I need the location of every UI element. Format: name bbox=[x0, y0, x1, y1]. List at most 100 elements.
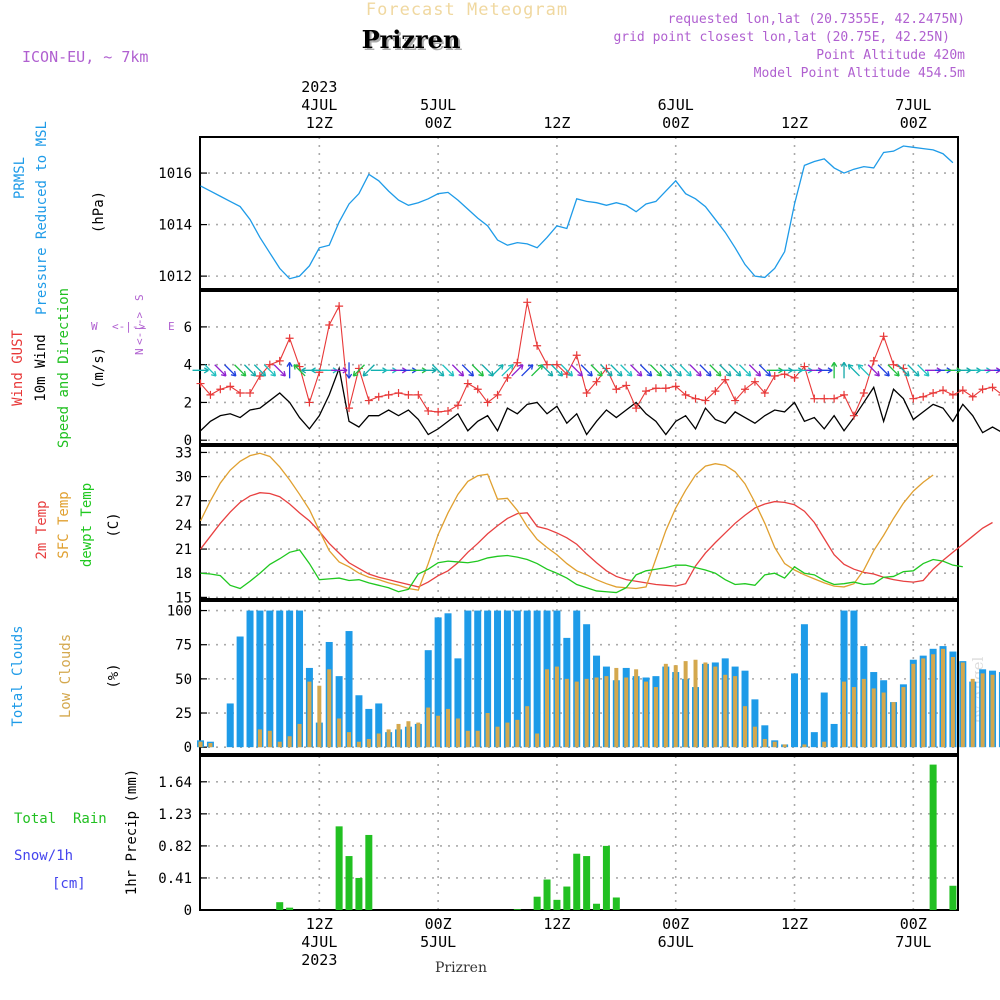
total-cloud-bar bbox=[345, 631, 353, 748]
pressure-ylabel: (hPa) bbox=[91, 191, 107, 233]
panel-2: 15 18 21 24 27 30 33 bbox=[175, 445, 993, 606]
wind-direction-arrow bbox=[669, 364, 682, 377]
pressure-label-line2: Pressure Reduced to MSL bbox=[34, 121, 50, 315]
total-cloud-bar bbox=[573, 610, 581, 748]
wind-direction-arrow bbox=[917, 364, 930, 377]
low-cloud-bar bbox=[317, 685, 322, 748]
wind-direction-arrow bbox=[877, 364, 890, 377]
location-title-main: Prizren bbox=[362, 25, 461, 54]
wind-ylabel: (m/s) bbox=[91, 347, 107, 389]
wind-gust-point bbox=[701, 396, 710, 405]
wind-direction-arrow bbox=[748, 364, 762, 377]
low-cloud-bar bbox=[327, 669, 332, 748]
wind-gust-point bbox=[394, 389, 403, 397]
wind-gust-point bbox=[810, 394, 819, 403]
low-cloud-bar bbox=[396, 723, 401, 748]
low-cloud-bar bbox=[436, 715, 441, 748]
compass-east: E bbox=[168, 320, 175, 333]
low-cloud-bar bbox=[545, 669, 550, 748]
wind-direction-arrow bbox=[699, 364, 712, 377]
low-cloud-bar bbox=[673, 665, 678, 748]
total-cloud-bar bbox=[494, 610, 502, 748]
wind-direction-arrow bbox=[659, 364, 673, 377]
wind-gust-point bbox=[711, 387, 720, 396]
total-cloud-bar bbox=[444, 613, 452, 748]
low-cloud-bar bbox=[733, 676, 738, 748]
wind-direction-arrow bbox=[192, 367, 209, 374]
rain-bar bbox=[553, 899, 561, 910]
y-tick-label: 1.23 bbox=[158, 807, 192, 823]
low-cloud-bar bbox=[713, 666, 718, 748]
y-tick-label: 33 bbox=[175, 445, 192, 461]
temp-ylabel: (C) bbox=[106, 512, 122, 537]
low-cloud-bar bbox=[970, 678, 975, 748]
low-cloud-bar bbox=[762, 738, 767, 748]
y-tick-label: 1012 bbox=[158, 269, 192, 285]
compass-west: W bbox=[91, 320, 98, 333]
wind-gust-point bbox=[958, 386, 967, 395]
low-cloud-bar bbox=[347, 732, 352, 748]
low-cloud-bar bbox=[822, 741, 827, 748]
low-cloud-bar bbox=[386, 729, 391, 748]
rain-bar bbox=[583, 856, 591, 910]
wind-direction-arrow bbox=[243, 364, 257, 377]
low-cloud-bar bbox=[683, 661, 688, 748]
time-label-bottom: 6JUL bbox=[658, 933, 694, 951]
wind-direction-arrow bbox=[263, 364, 277, 377]
wind-direction-arrow bbox=[639, 364, 653, 377]
wind-gust-point bbox=[473, 385, 482, 394]
dewpt-label: dewpt Temp bbox=[79, 483, 95, 567]
wind-direction-arrow bbox=[816, 367, 833, 374]
total-cloud-bar bbox=[464, 610, 472, 748]
wind-direction-arrow bbox=[352, 364, 365, 377]
rain-label: Total Rain bbox=[14, 811, 107, 827]
low-cloud-bar bbox=[861, 678, 866, 748]
wind-gust-point bbox=[919, 392, 928, 401]
time-label-bottom: 2023 bbox=[301, 951, 337, 969]
wind-gust-point bbox=[582, 389, 591, 397]
wind-direction-arrow bbox=[451, 364, 465, 377]
low-cloud-bar bbox=[465, 730, 470, 748]
low-cloud-bar bbox=[366, 738, 371, 748]
y-tick-label: 4 bbox=[184, 358, 192, 374]
rain-bar bbox=[543, 879, 551, 910]
low-cloud-bar bbox=[802, 744, 807, 748]
low-cloud-bar bbox=[337, 718, 342, 748]
y-tick-label: 1.64 bbox=[158, 775, 192, 791]
wind-direction-arrow bbox=[994, 369, 1000, 371]
low-cloud-bar bbox=[990, 674, 995, 748]
rain-bar bbox=[949, 885, 957, 910]
low-cloud-bar bbox=[950, 657, 955, 748]
wind-direction-arrow bbox=[253, 364, 267, 377]
temp2m-label: 2m Temp bbox=[34, 500, 50, 559]
total-cloud-bar bbox=[751, 699, 759, 748]
low-cloud-bar bbox=[723, 674, 728, 748]
low-cloud-bar bbox=[495, 726, 500, 748]
wind-direction-arrow bbox=[501, 364, 514, 377]
low-cloud-bar bbox=[574, 681, 579, 748]
rain-bar bbox=[533, 896, 541, 910]
wind-gust-point bbox=[800, 362, 809, 371]
info-line-1: requested lon,lat (20.7355E, 42.2475N) bbox=[668, 12, 965, 27]
rain-bar bbox=[365, 834, 373, 910]
total-cloud-bar bbox=[474, 610, 482, 748]
wind-gust-point bbox=[840, 390, 849, 399]
low-cloud-bar bbox=[307, 681, 312, 748]
low-cloud-bar bbox=[921, 658, 926, 748]
wind-gust-point bbox=[483, 398, 492, 407]
wind-gust-point bbox=[463, 379, 472, 388]
time-label-top: 12Z bbox=[543, 114, 570, 132]
wind-direction-arrow bbox=[441, 364, 455, 377]
wind-gust-point bbox=[681, 390, 690, 399]
wind-direction-arrow bbox=[511, 364, 524, 377]
info-line-4: Model Point Altitude 454.5m bbox=[754, 66, 965, 81]
wind-gust-point bbox=[948, 390, 957, 399]
compass-north: N bbox=[133, 348, 146, 355]
wind-gust-point bbox=[968, 392, 977, 401]
total-cloud-bar bbox=[355, 695, 363, 748]
total-cloud-bar bbox=[998, 672, 1000, 748]
y-tick-label: 24 bbox=[175, 518, 192, 534]
snow-unit-label: [cm] bbox=[52, 876, 86, 892]
wind-gust-point bbox=[374, 392, 383, 401]
wind-direction-arrow bbox=[738, 364, 752, 377]
